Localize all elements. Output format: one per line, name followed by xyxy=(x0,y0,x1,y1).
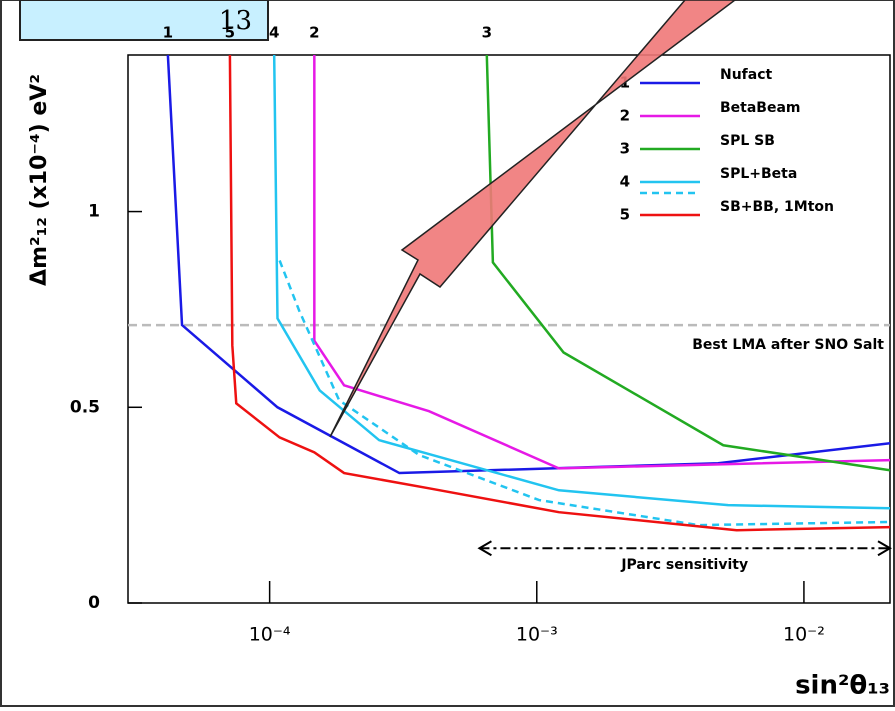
arrow-head xyxy=(877,540,892,557)
reference-label: Best LMA after SNO Salt xyxy=(692,337,884,353)
arrow-head xyxy=(477,540,492,557)
legend-label: Nufact xyxy=(720,67,773,83)
plot: 0 0.5 1 10⁻⁴ 10⁻³ 10⁻² Best LMA after SNO Salt… xyxy=(70,24,892,646)
series-line xyxy=(313,55,891,470)
legend-label: SPL SB xyxy=(720,133,775,149)
legend-number: 3 xyxy=(620,140,630,158)
curve-label: 2 xyxy=(309,24,319,42)
corner-text: 13 xyxy=(219,6,252,36)
x-tick-label: 10⁻⁴ xyxy=(249,624,291,646)
series-line xyxy=(278,260,891,527)
pointer-arrow xyxy=(329,0,737,438)
legend-label: SPL+Beta xyxy=(720,166,797,182)
legend-label: SB+BB, 1Mton xyxy=(720,199,834,215)
series-line xyxy=(272,54,891,510)
x-tick-label: 10⁻² xyxy=(783,624,825,646)
x-tick-label: 10⁻³ xyxy=(516,624,558,646)
series-line xyxy=(228,54,891,532)
legend-number: 2 xyxy=(620,107,630,125)
legend-number: 5 xyxy=(620,206,630,224)
plot-area xyxy=(127,54,891,604)
y-tick-label: 0.5 xyxy=(70,397,100,417)
y-tick-label: 0 xyxy=(88,593,100,613)
y-axis-title: Δm²₁₂ (x10⁻⁴) eV² xyxy=(27,74,52,286)
curve-label: 5 xyxy=(225,24,235,42)
range-label: JParc sensitivity xyxy=(620,557,748,573)
legend-number: 4 xyxy=(620,173,630,191)
y-tick-label: 1 xyxy=(88,202,100,222)
legend-label: BetaBeam xyxy=(720,100,801,116)
x-axis-title: sin²θ₁₃ xyxy=(795,671,890,701)
curve-label: 1 xyxy=(163,24,173,42)
curve-label: 3 xyxy=(482,24,492,42)
series-line xyxy=(166,54,891,475)
curve-label: 4 xyxy=(269,24,279,42)
corner-box xyxy=(19,0,269,41)
